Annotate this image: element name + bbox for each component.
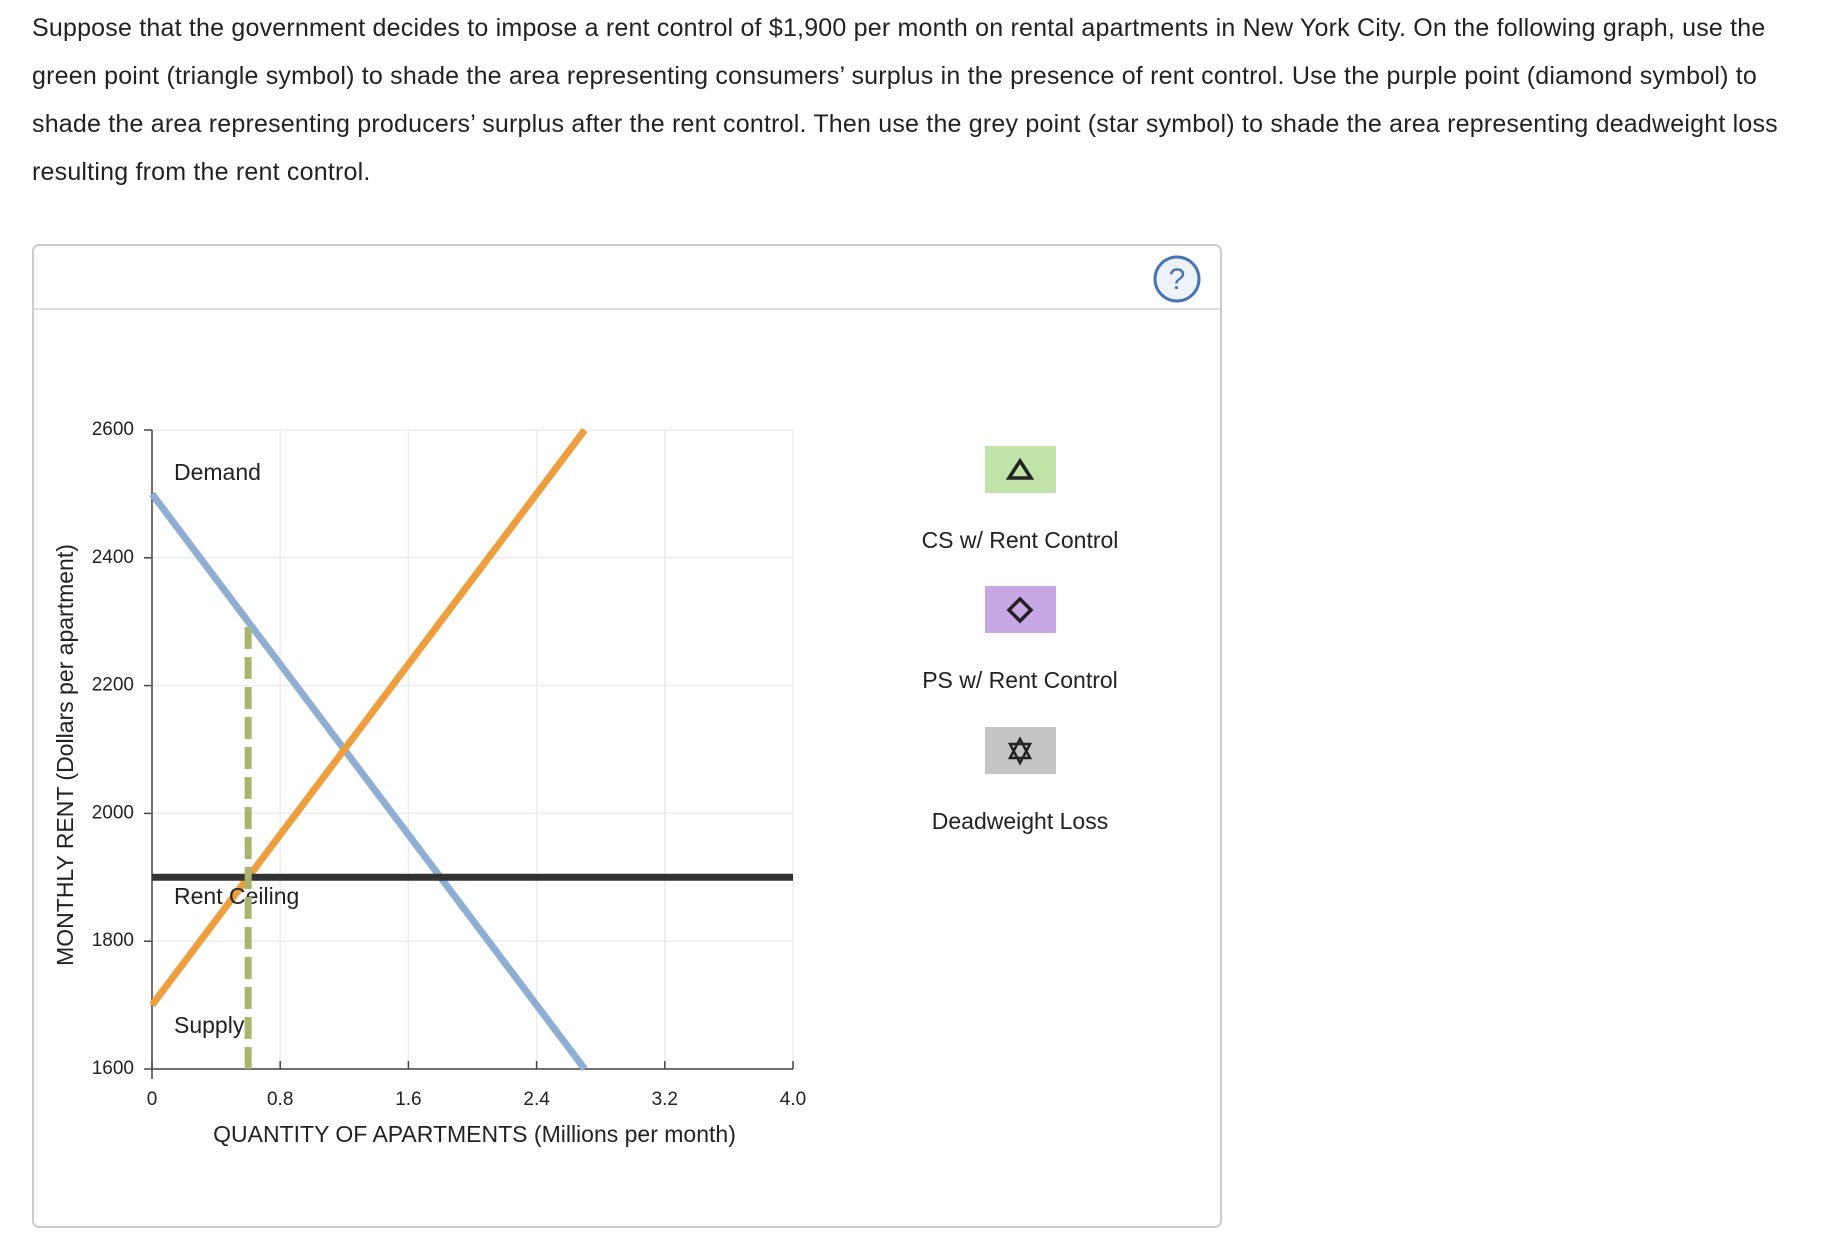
question-text: Suppose that the government decides to i…	[32, 14, 1778, 186]
x-tick-label: 3.2	[652, 1089, 678, 1110]
tool-button[interactable]	[985, 727, 1056, 774]
curve-label: Demand	[174, 459, 261, 485]
help-button[interactable]	[1153, 255, 1201, 303]
x-tick-label: 0	[147, 1089, 158, 1110]
y-tick-label: 2000	[92, 802, 134, 823]
x-tick-label: 1.6	[395, 1089, 421, 1110]
y-axis-label: MONTHLY RENT (Dollars per apartment)	[52, 544, 78, 966]
y-tick-label: 1800	[92, 930, 134, 951]
y-tick-label: 2400	[92, 547, 134, 568]
x-tick-label: 4.0	[780, 1089, 806, 1110]
x-tick-label: 2.4	[523, 1089, 550, 1110]
curve-label: Supply	[174, 1012, 245, 1038]
panel	[32, 244, 1222, 1228]
tool-label: Deadweight Loss	[932, 808, 1108, 834]
y-tick-label: 2600	[92, 419, 134, 440]
curve	[149, 491, 588, 1072]
tool-label: CS w/ Rent Control	[922, 527, 1119, 553]
tool-button[interactable]	[985, 586, 1056, 633]
y-tick-label: 2200	[92, 675, 134, 696]
x-tick-label: 0.8	[267, 1089, 293, 1110]
curve	[149, 427, 588, 1008]
tool-button[interactable]	[985, 446, 1056, 493]
y-tick-label: 1600	[92, 1058, 134, 1079]
tool-icon[interactable]	[1007, 736, 1033, 766]
help-icon[interactable]: ?	[1169, 263, 1186, 296]
tool-icon[interactable]	[1006, 596, 1034, 624]
x-axis-label: QUANTITY OF APARTMENTS (Millions per mon…	[213, 1121, 736, 1147]
curve-label: Rent Ceiling	[174, 883, 299, 909]
tool-icon[interactable]	[1005, 457, 1035, 480]
tool-label: PS w/ Rent Control	[922, 667, 1118, 693]
